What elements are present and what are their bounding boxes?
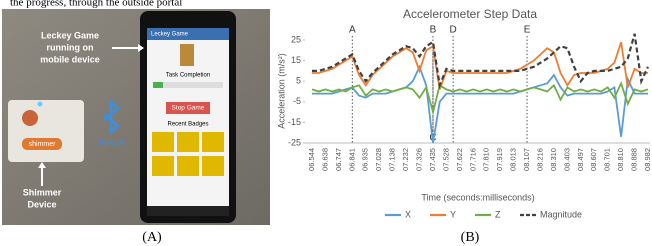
task-heading: Task Completion [166, 73, 210, 79]
x-tick-label: 08.982 [643, 148, 652, 171]
series-line [312, 42, 648, 89]
device-callout: Device [27, 199, 56, 209]
shimmer-device [8, 100, 84, 162]
y-tick-label: -15 [288, 117, 301, 127]
x-tick-label: 07.232 [401, 148, 410, 171]
x-tick-label: 08.403 [562, 148, 571, 171]
series-line [312, 83, 648, 112]
app-callout: running on [47, 42, 94, 52]
x-tick-label: 08.888 [630, 148, 639, 171]
legend-label: Magnitude [540, 209, 582, 219]
annotation-label: E [524, 25, 531, 36]
x-tick-label: 07.919 [495, 148, 504, 171]
y-tick-label: 15 [291, 55, 301, 65]
app-callout: Leckey Game [41, 30, 99, 40]
annotation-label: B [430, 25, 437, 36]
legend-label: X [405, 209, 411, 219]
x-tick-label: 08.107 [522, 148, 531, 171]
figure: the progress, through the outside portal… [0, 0, 652, 246]
x-tick-label: 07.326 [415, 148, 424, 171]
x-tick-label: 08.810 [616, 148, 625, 171]
app-callout: mobile device [40, 54, 100, 64]
annotation-label: D [450, 25, 457, 36]
y-tick-label: -25 [288, 137, 301, 147]
caption: (B) [461, 230, 480, 245]
x-tick-label: 08.701 [603, 148, 612, 171]
x-axis-label: Time (seconds:milliseconds) [421, 192, 534, 202]
x-tick-label: 08.607 [589, 148, 598, 171]
x-tick-label: 08.216 [535, 148, 544, 171]
chart-title: Accelerometer Step Data [403, 7, 537, 21]
x-tick-label: 06.544 [307, 148, 316, 171]
y-axis-label: Acceleration (m/s²) [276, 53, 286, 129]
caption: (A) [142, 230, 162, 245]
x-tick-label: 06.747 [334, 148, 343, 171]
progress-track [153, 82, 223, 88]
x-tick-label: 08.310 [549, 148, 558, 171]
x-tick-label: 07.716 [468, 148, 477, 171]
series-line [312, 67, 648, 143]
x-tick-label: 07.028 [374, 148, 383, 171]
x-tick-label: 08.013 [509, 148, 518, 171]
stop-button-label: Stop Game [172, 105, 205, 112]
device-led [38, 102, 43, 107]
x-tick-label: 06.638 [320, 148, 329, 171]
x-tick-label: 07.435 [428, 148, 437, 171]
x-tick-label: 06.841 [347, 148, 356, 171]
y-tick-label: 5 [296, 76, 301, 86]
progress-fill [153, 82, 163, 88]
annotation-label: A [349, 25, 356, 36]
x-tick-label: 07.622 [455, 148, 464, 171]
app-title: Leckey Game [151, 32, 189, 38]
bluetooth-label: Bluetooth [99, 141, 124, 147]
legend-label: Y [450, 209, 456, 219]
device-brand: shimmer [29, 141, 57, 148]
device-callout: Shimmer [23, 187, 62, 197]
header-fragment: the progress, through the outside portal [10, 0, 182, 9]
x-tick-label: 06.935 [361, 148, 370, 171]
x-tick-label: 07.810 [482, 148, 491, 171]
x-tick-label: 07.138 [388, 148, 397, 171]
badges-heading: Recent Badges [167, 122, 208, 128]
y-tick-label: -5 [293, 96, 301, 106]
x-tick-label: 08.497 [576, 148, 585, 171]
device-button [22, 110, 38, 126]
series-line [312, 34, 648, 86]
phone-nav [147, 206, 229, 216]
x-tick-label: 07.528 [441, 148, 450, 171]
app-figure [180, 44, 194, 66]
legend-label: Z [495, 209, 501, 219]
y-tick-label: 25 [291, 34, 301, 44]
